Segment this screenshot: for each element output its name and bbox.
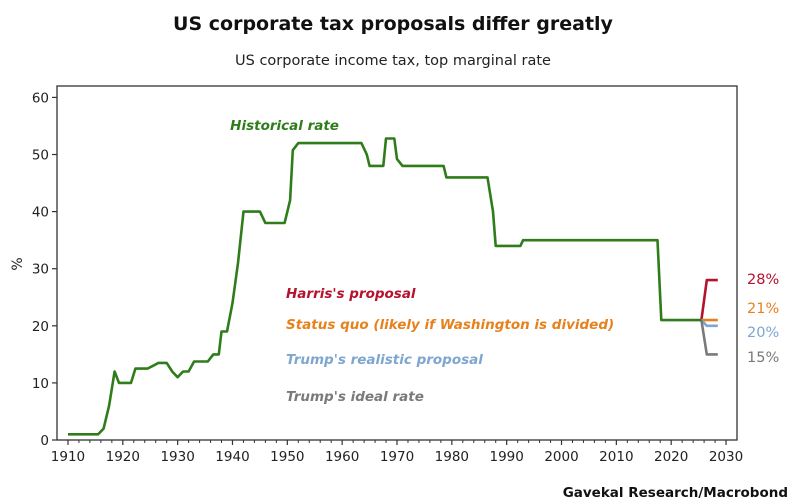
x-tick-label: 1930 xyxy=(160,449,194,465)
x-tick-label: 1950 xyxy=(270,449,304,465)
y-tick-label: 20 xyxy=(32,319,49,335)
y-tick-label: 0 xyxy=(40,433,49,449)
x-tick-label: 1920 xyxy=(106,449,140,465)
series-end-value-label: 15% xyxy=(747,350,779,366)
x-tick-label: 1970 xyxy=(380,449,414,465)
y-tick-label: 10 xyxy=(32,376,49,392)
series-name-label: Harris's proposal xyxy=(286,286,416,302)
series-annotations: Historical rate Harris's proposal Status q… xyxy=(230,118,779,405)
series-lines xyxy=(68,137,718,436)
x-tick-label: 1910 xyxy=(51,449,85,465)
series-name-label: Status quo (likely if Washington is divi… xyxy=(286,317,614,333)
series-end-value-label: 28% xyxy=(747,272,779,288)
source-label: Gavekal Research/Macrobond xyxy=(563,485,788,501)
series-end-value-label: 21% xyxy=(747,301,779,317)
x-tick-label: 1940 xyxy=(215,449,249,465)
series-line xyxy=(700,278,718,321)
plot-frame xyxy=(56,85,738,441)
y-tick-label: 60 xyxy=(32,90,49,106)
x-tick-label: 2030 xyxy=(709,449,743,465)
series-line xyxy=(700,319,718,356)
series-line xyxy=(700,319,718,328)
x-tick-label: 1990 xyxy=(489,449,523,465)
chart-title: US corporate tax proposals differ greatl… xyxy=(173,13,614,35)
plot-area xyxy=(56,85,738,441)
series-end-value-label: 20% xyxy=(747,325,779,341)
series-name-label: Trump's realistic proposal xyxy=(286,352,483,368)
x-tick-label: 1960 xyxy=(325,449,359,465)
y-tick-label: 30 xyxy=(32,262,49,278)
y-tick-label: 40 xyxy=(32,205,49,221)
x-tick-label: 2010 xyxy=(599,449,633,465)
x-tick-label: 2000 xyxy=(544,449,578,465)
x-tick-label: 2020 xyxy=(654,449,688,465)
series-line xyxy=(68,137,702,436)
annotation-historical-rate: Historical rate xyxy=(230,118,339,134)
series-name-label: Trump's ideal rate xyxy=(286,389,424,405)
y-tick-label: 50 xyxy=(32,148,49,164)
chart-subtitle: US corporate income tax, top marginal ra… xyxy=(235,53,551,69)
x-tick-label: 1980 xyxy=(435,449,469,465)
y-axis-label: % xyxy=(10,257,26,270)
